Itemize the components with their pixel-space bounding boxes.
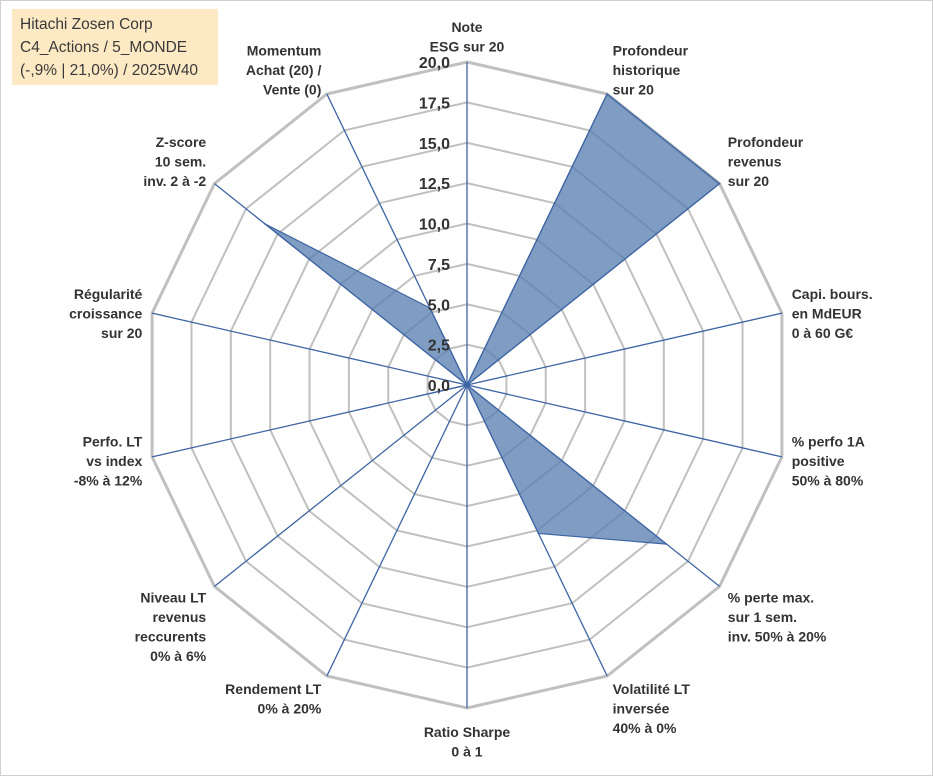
data-point bbox=[665, 543, 668, 545]
axis-spoke bbox=[151, 312, 468, 386]
info-box: Hitachi Zosen Corp C4_Actions / 5_MONDE … bbox=[12, 9, 218, 85]
radar-series bbox=[264, 93, 721, 545]
axis-spoke bbox=[151, 384, 468, 458]
axis-label: Profondeur revenus sur 20 bbox=[728, 134, 804, 189]
tick-label: 5,0 bbox=[428, 297, 450, 314]
axis-label: Régularité croissance sur 20 bbox=[69, 286, 142, 341]
tick-label: 7,5 bbox=[428, 257, 450, 274]
axis-spoke bbox=[466, 312, 783, 386]
radar-axis-labels: Note ESG sur 20 Profondeur historique sur 20… bbox=[69, 19, 872, 760]
axis-label: % perfo 1A positive 50% à 80% bbox=[792, 433, 865, 488]
series-area bbox=[264, 93, 721, 545]
radar-tick-labels: 0,0 2,5 5,0 7,5 10,0 12,5 15,0 17,5 20,0 bbox=[419, 55, 450, 395]
axis-label: Volatilité LT inversée 40% à 0% bbox=[613, 681, 691, 736]
data-point bbox=[606, 93, 608, 95]
tick-label: 2,5 bbox=[428, 338, 450, 355]
tick-label: 12,5 bbox=[419, 176, 450, 193]
axis-label: Capi. bours. en MdEUR 0 à 60 G€ bbox=[792, 286, 873, 341]
category-label: C4_Actions / 5_MONDE bbox=[20, 39, 188, 56]
tick-label: 15,0 bbox=[419, 136, 450, 153]
axis-spoke bbox=[214, 384, 468, 587]
tick-label: 17,5 bbox=[419, 95, 450, 112]
company-name: Hitachi Zosen Corp bbox=[20, 16, 153, 33]
axis-spoke bbox=[326, 384, 468, 677]
axis-label: Perfo. LT vs index -8% à 12% bbox=[74, 433, 143, 488]
data-point bbox=[429, 307, 431, 309]
axis-label: Rendement LT 0% à 20% bbox=[225, 681, 322, 717]
axis-label: Niveau LT revenus reccurents 0% à 6% bbox=[135, 589, 207, 664]
period-label: (-,9% | 21,0%) / 2025W40 bbox=[20, 62, 199, 79]
axis-label: Ratio Sharpe 0 à 1 bbox=[424, 724, 511, 760]
axis-label: Profondeur historique sur 20 bbox=[613, 42, 689, 97]
data-point bbox=[415, 395, 418, 398]
axis-label: Note ESG sur 20 bbox=[430, 19, 505, 55]
axis-label: Momentum Achat (20) / Vente (0) bbox=[246, 42, 322, 97]
tick-label: 20,0 bbox=[419, 55, 450, 72]
tick-label: 0,0 bbox=[428, 378, 450, 395]
data-point bbox=[264, 223, 266, 225]
data-point bbox=[466, 384, 468, 386]
axis-label: Z-score 10 sem. inv. 2 à -2 bbox=[143, 134, 206, 189]
tick-label: 10,0 bbox=[419, 217, 450, 234]
data-point bbox=[537, 532, 540, 535]
data-point bbox=[718, 182, 721, 185]
axis-label: % perte max. sur 1 sem. inv. 50% à 20% bbox=[728, 589, 827, 644]
axis-spoke bbox=[466, 384, 783, 458]
